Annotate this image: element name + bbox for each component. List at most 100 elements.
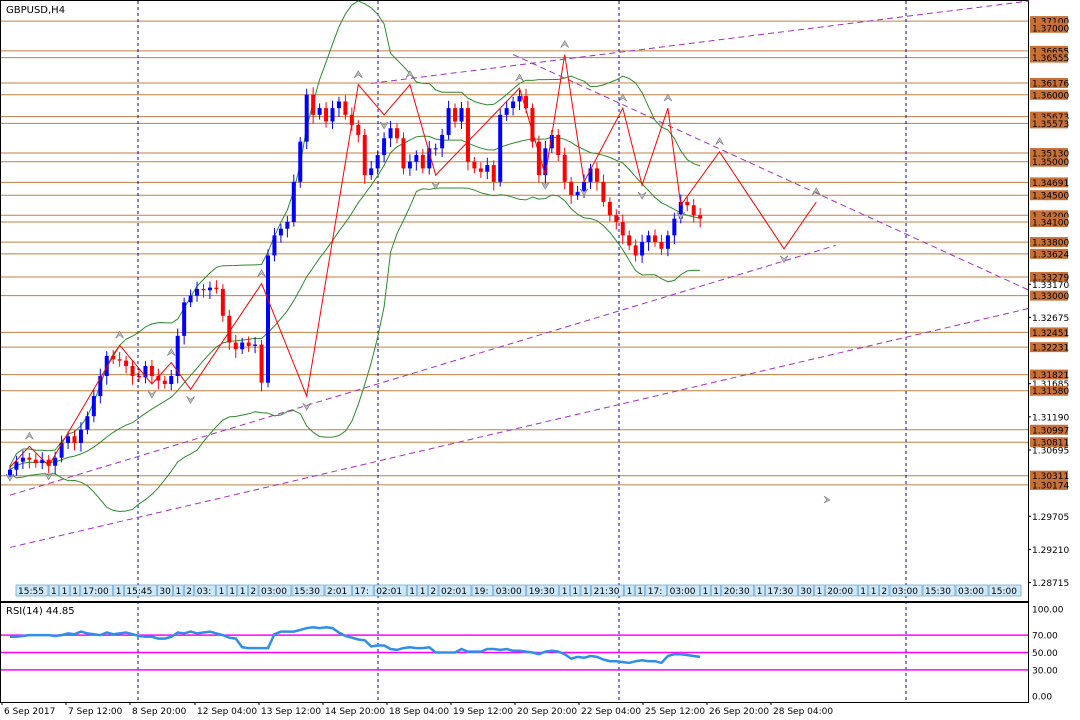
timestamp-bg [857,584,869,597]
timestamp-label: 02:01 [438,584,472,597]
timestamp-text: 1 [219,587,225,597]
timestamp-label: 1 [868,584,879,597]
candle-bear [201,288,206,291]
candle-bull [78,429,83,443]
timestamp-bg [291,584,325,597]
candle-bear [137,376,141,378]
candle-bull [640,242,645,256]
timestamp-label: 1 [559,584,570,597]
candle-bull [440,134,445,149]
price-tick: 1.36176 [1030,77,1069,89]
rsi-line [10,626,701,665]
timestamp-label: 2 [248,584,259,597]
timestamp-bg [173,584,184,597]
candle-bear [556,134,561,156]
candle-bear [562,155,567,182]
candle-bull [498,114,503,182]
candle-bear [524,96,528,109]
bollinger-lower [9,187,701,513]
timestamp-label: 20:30 [721,584,755,597]
candle-bull [59,442,64,458]
timestamp-bg [69,584,81,597]
timestamp-label: 30 [798,584,814,597]
timestamp-bg [526,584,560,597]
timestamp-label: 17: [352,584,374,597]
timestamp-label: 17: [645,584,667,597]
timestamp-label: 19: [471,584,494,597]
timestamp-text: 17: [648,587,662,597]
price-tick: 1.31580 [1030,385,1069,397]
price-tick: 1.35673 [1030,111,1069,123]
candle-bull [207,287,212,291]
timestamp-text: 20:00 [827,587,853,597]
candle-bear [698,215,703,219]
timestamp-label: 15:30 [291,584,325,597]
timestamp-text: 1 [72,587,78,597]
candle-bull [678,201,683,219]
candle-bear [453,108,458,122]
price-tick-bg [1030,148,1068,159]
candle-bull [40,459,45,464]
timestamp-label: 1 [634,584,646,597]
timestamp-label: 15:45 [124,584,157,597]
timestamp-bg [721,584,755,597]
price-tick-label: 1.35573 [1032,120,1069,130]
timestamp-label: 15:30 [922,584,956,597]
candle-bull [195,288,200,296]
candle-bear [111,355,116,360]
price-tick: 1.32675 [1028,314,1069,324]
timestamp-text: 1 [562,587,568,597]
price-tick-bg [1030,45,1068,56]
candle-bull [646,235,651,243]
timestamp-bg [48,584,59,597]
time-tick-label: 8 Sep 20:00 [132,707,187,717]
rsi-tick-label: 100.00 [1032,606,1064,616]
candle-bull [143,365,148,378]
candle-bull [665,235,670,249]
timestamp-text: 1 [62,587,68,597]
timestamp-label: 1 [700,584,711,597]
rsi-tick-label: 30.00 [1032,666,1058,676]
price-tick-bg [1030,290,1068,301]
timestamp-text: 15:55 [18,587,44,597]
price-tick-label: 1.28715 [1032,579,1069,589]
timestamp-text: 2 [186,587,192,597]
timestamp-label: 03:00 [258,584,292,597]
timestamp-label: 1 [226,584,238,597]
candle-bull [85,416,90,430]
price-tick-bg [1030,327,1068,338]
candle-bear [659,242,664,249]
timestamp-bg [570,584,581,597]
price-tick-bg [1030,470,1068,481]
timestamp-label: 2 [879,584,890,597]
timestamp-text: 1 [176,587,182,597]
candle-bull [188,295,193,303]
candle-bull [672,218,677,236]
price-tick: 1.30811 [1030,437,1069,449]
timestamp-bg [493,584,527,597]
timestamp-text: 21:30 [594,587,620,597]
price-tick: 1.30997 [1030,424,1069,436]
price-tick-label: 1.31685 [1032,380,1069,390]
timestamp-text: 1 [572,587,578,597]
fractal-up-arrow-icon [811,187,821,196]
price-tick-label: 1.29210 [1032,546,1069,556]
fractal-down-arrow-icon [541,181,550,190]
timestamp-text: 1 [637,587,643,597]
candle-bear [362,134,367,176]
price-tick-bg [1030,177,1068,188]
candle-bear [478,168,483,172]
price-tick-bg [1030,385,1068,396]
timestamp-text: 03: [197,587,211,597]
timestamp-text: 1 [871,587,877,597]
timestamp-text: 17:00 [83,587,109,597]
price-tick: 1.30695 [1028,446,1069,456]
candle-bear [130,365,135,376]
fractal-up-arrow-icon [560,39,569,48]
timestamp-text: 03:00 [670,587,696,597]
candle-bear [149,365,154,376]
timestamp-bg [988,584,1022,597]
candle-bear [324,108,329,122]
price-tick-bg [1030,437,1068,448]
time-tick-label: 12 Sep 04:00 [197,707,257,717]
